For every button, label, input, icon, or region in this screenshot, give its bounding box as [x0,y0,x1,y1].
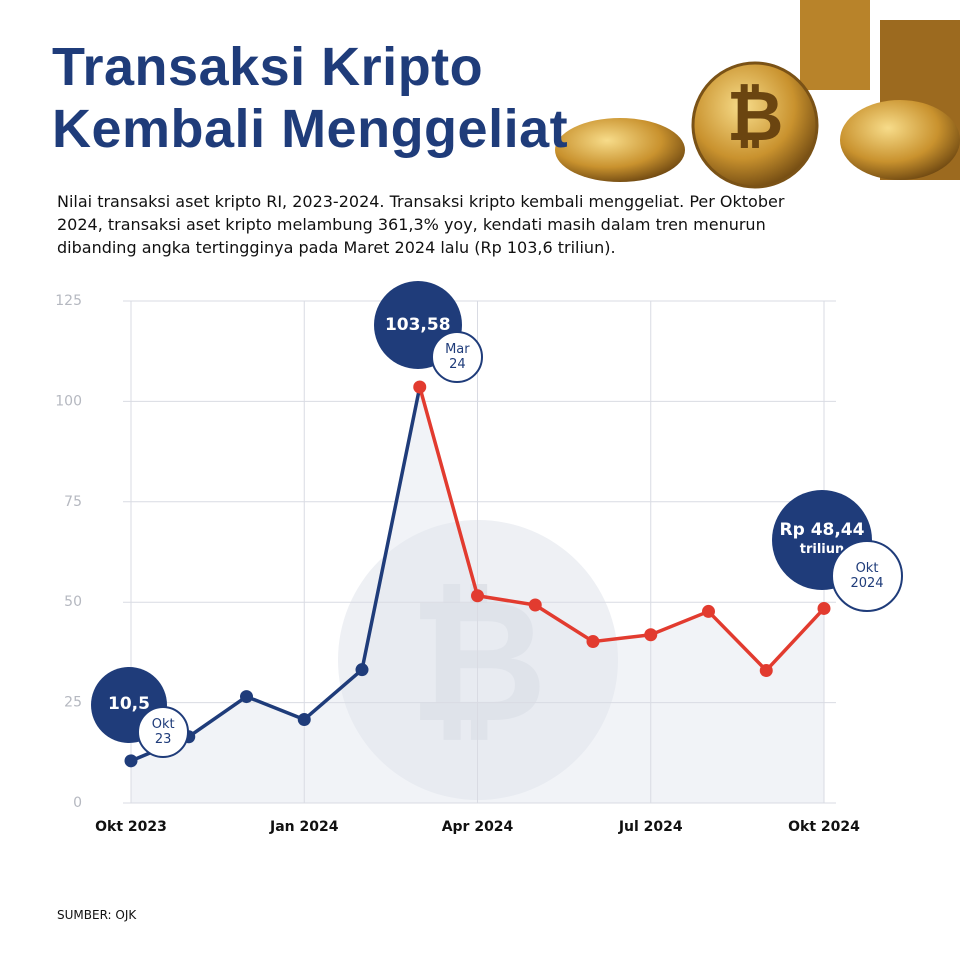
x-tick-label: Apr 2024 [442,819,514,835]
date-bubble: Mar 24 [431,330,484,383]
y-tick-label: 75 [64,494,82,510]
y-tick-label: 25 [64,695,82,711]
y-tick-label: 0 [73,795,82,811]
data-point [355,663,369,677]
date-bubble: Okt 2024 [831,540,903,613]
date-bubble: Okt 23 [137,706,190,759]
value-unit: triliun [799,542,845,558]
y-tick-label: 100 [55,393,82,409]
data-point [586,635,600,649]
data-point [817,601,831,615]
data-point [413,380,427,394]
title-line: Transaksi Kripto [52,37,484,97]
value-label: Rp 48,44 [779,520,865,541]
data-point [471,589,484,603]
data-point [644,628,658,642]
title-line: Kembali Menggeliat [52,99,569,159]
title: Transaksi Kripto Kembali Menggeliat [52,36,568,160]
y-tick-label: 125 [55,293,82,309]
line-segment [418,386,826,673]
source: SUMBER: OJK [57,908,137,922]
value-label: 103,58 [384,314,451,335]
x-tick-label: Okt 2024 [788,819,860,835]
value-label: 10,5 [108,694,150,715]
data-point [297,712,311,726]
data-point [124,754,138,768]
data-point [759,663,773,677]
y-tick-label: 50 [64,594,82,610]
x-tick-label: Jul 2024 [618,819,683,835]
data-point [702,604,715,618]
data-point [528,598,542,612]
x-tick-label: Okt 2023 [95,819,167,835]
data-point [240,690,253,704]
coins-decoration: ₿ [555,0,960,189]
subtitle: Nilai transaksi aset kripto RI, 2023-202… [57,192,785,257]
svg-text:₿: ₿ [726,75,783,157]
x-tick-label: Jan 2024 [269,819,339,835]
